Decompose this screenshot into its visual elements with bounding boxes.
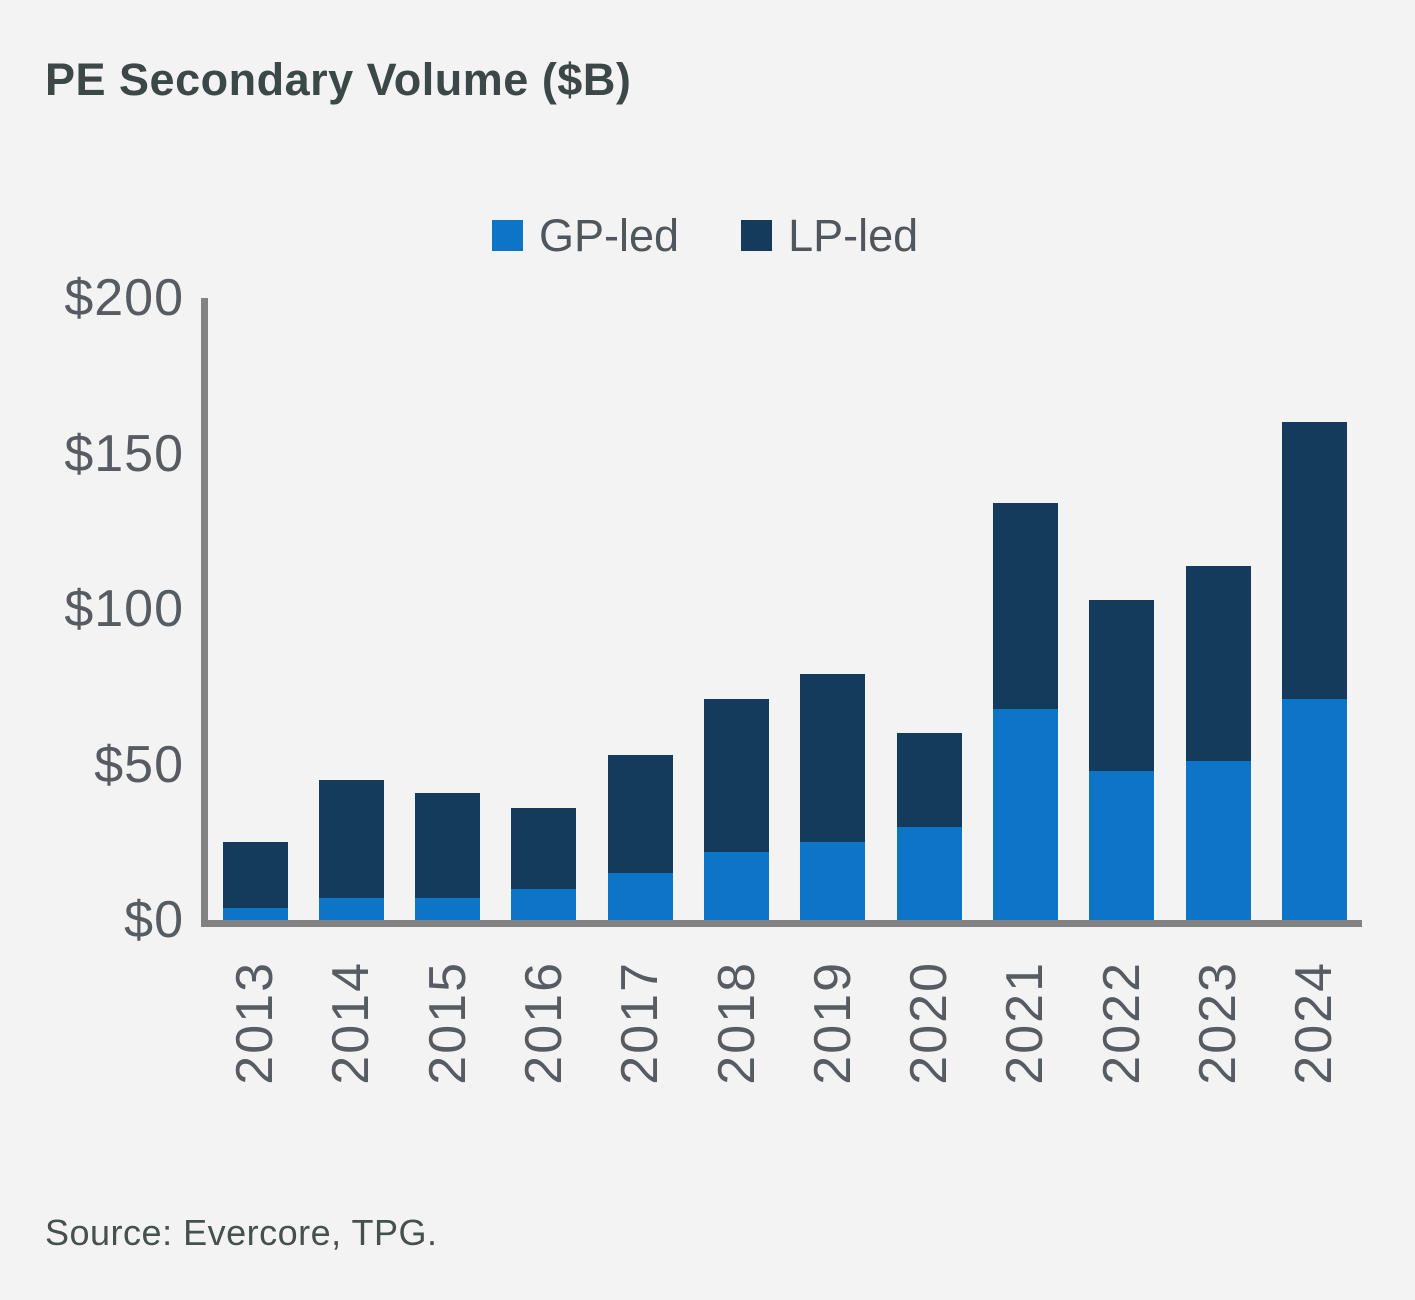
bar-2014 xyxy=(318,780,384,920)
x-tick-label-2019: 2019 xyxy=(803,952,862,1094)
bar-2018 xyxy=(704,699,769,920)
plot-area xyxy=(205,298,1362,920)
bar-segment-gp-led-2018 xyxy=(704,851,769,920)
y-axis-line xyxy=(201,298,208,927)
x-tick-text: 2019 xyxy=(803,961,862,1085)
x-tick-label-2014: 2014 xyxy=(322,952,381,1094)
bar-segment-gp-led-2017 xyxy=(607,873,673,920)
bar-segment-lp-led-2024 xyxy=(1281,422,1347,700)
bar-segment-lp-led-2014 xyxy=(318,780,384,899)
bar-segment-gp-led-2022 xyxy=(1089,770,1155,920)
x-tick-label-2024: 2024 xyxy=(1285,952,1344,1094)
x-tick-label-2016: 2016 xyxy=(514,952,573,1094)
bar-segment-gp-led-2014 xyxy=(318,898,384,920)
bar-segment-gp-led-2019 xyxy=(800,842,866,920)
bar-2017 xyxy=(607,755,673,920)
x-tick-label-2018: 2018 xyxy=(707,952,766,1094)
bar-segment-gp-led-2016 xyxy=(511,888,577,920)
x-tick-text: 2015 xyxy=(418,961,477,1085)
legend: GP-led LP-led xyxy=(492,213,918,258)
bar-segment-lp-led-2015 xyxy=(415,792,481,899)
bar-segment-gp-led-2020 xyxy=(896,826,962,920)
x-tick-text: 2016 xyxy=(514,961,573,1085)
bar-segment-lp-led-2020 xyxy=(896,733,962,827)
bar-2019 xyxy=(800,674,866,920)
legend-label-gp-led: GP-led xyxy=(539,210,680,261)
bar-segment-lp-led-2019 xyxy=(800,674,866,843)
gp-led-swatch-icon xyxy=(492,220,523,251)
bar-segment-lp-led-2013 xyxy=(222,842,288,908)
x-tick-label-2020: 2020 xyxy=(900,952,959,1094)
x-tick-label-2013: 2013 xyxy=(226,952,284,1094)
bar-segment-gp-led-2024 xyxy=(1281,699,1347,920)
x-tick-label-2015: 2015 xyxy=(418,952,477,1094)
bar-2022 xyxy=(1089,599,1155,920)
bar-2015 xyxy=(415,792,481,920)
x-tick-text: 2021 xyxy=(996,961,1055,1085)
y-tick-label-200: $200 xyxy=(64,269,184,327)
bar-segment-gp-led-2015 xyxy=(415,898,481,920)
bar-2013 xyxy=(222,842,288,920)
bar-2023 xyxy=(1185,565,1251,920)
bar-segment-gp-led-2013 xyxy=(222,907,288,920)
x-tick-label-2021: 2021 xyxy=(996,952,1055,1094)
source-note: Source: Evercore, TPG. xyxy=(45,1212,438,1253)
bar-segment-lp-led-2023 xyxy=(1185,565,1251,762)
bar-segment-gp-led-2021 xyxy=(992,708,1058,920)
bar-segment-lp-led-2016 xyxy=(511,808,577,889)
y-tick-label-150: $150 xyxy=(64,424,184,483)
bar-segment-gp-led-2023 xyxy=(1185,761,1251,920)
x-tick-text: 2022 xyxy=(1092,961,1151,1085)
x-tick-text: 2013 xyxy=(226,961,284,1085)
legend-label-lp-led: LP-led xyxy=(788,210,919,261)
x-tick-text: 2017 xyxy=(611,961,670,1085)
chart-title: PE Secondary Volume ($B) xyxy=(45,54,632,105)
legend-item-gp-led: GP-led xyxy=(492,213,679,258)
x-tick-text: 2020 xyxy=(900,961,959,1085)
x-axis-line xyxy=(201,920,1362,927)
y-tick-label-100: $100 xyxy=(64,580,184,638)
x-tick-text: 2024 xyxy=(1285,961,1344,1085)
bar-2021 xyxy=(992,503,1058,920)
x-tick-text: 2023 xyxy=(1189,961,1247,1085)
legend-item-lp-led: LP-led xyxy=(741,213,918,258)
bar-2020 xyxy=(896,733,962,920)
x-tick-label-2022: 2022 xyxy=(1092,952,1151,1094)
x-tick-label-2023: 2023 xyxy=(1189,952,1247,1094)
x-tick-text: 2018 xyxy=(707,961,766,1085)
bar-segment-lp-led-2021 xyxy=(992,503,1058,709)
bar-segment-lp-led-2018 xyxy=(704,699,769,852)
x-tick-text: 2014 xyxy=(322,961,381,1085)
bar-segment-lp-led-2017 xyxy=(607,755,673,874)
bar-segment-lp-led-2022 xyxy=(1089,599,1155,771)
y-tick-label-50: $50 xyxy=(94,735,184,794)
bar-2024 xyxy=(1281,422,1347,920)
y-tick-label-0: $0 xyxy=(124,891,184,949)
x-tick-label-2017: 2017 xyxy=(611,952,670,1094)
lp-led-swatch-icon xyxy=(741,220,773,251)
bar-2016 xyxy=(511,808,577,920)
